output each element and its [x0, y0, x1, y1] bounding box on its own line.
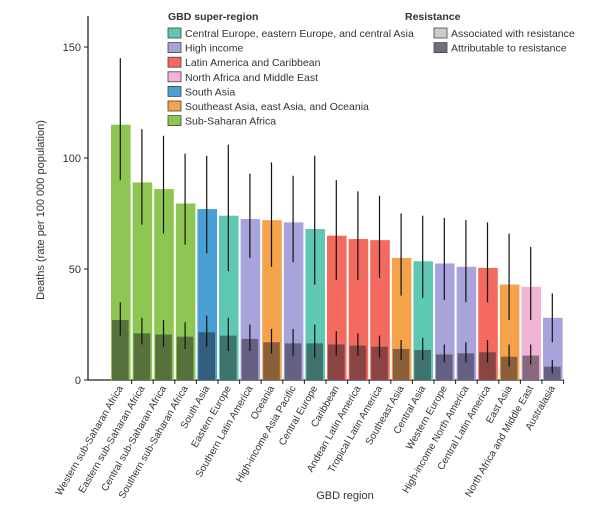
legend-swatch [167, 71, 182, 83]
bar-associated [154, 189, 174, 380]
legend-swatch [167, 56, 182, 68]
y-axis-label: Deaths (rate per 100 000 population) [35, 120, 47, 300]
bar-associated [348, 239, 369, 380]
bar-associated [111, 124, 131, 380]
bar-attributable [220, 335, 237, 380]
legend-title-super-region: GBD super-region [168, 11, 258, 23]
y-tick-label: 0 [75, 375, 81, 387]
legend-swatch [167, 115, 182, 126]
bar-attributable [414, 350, 431, 380]
legend-label: South Asia [185, 86, 235, 98]
bar-associated [499, 284, 520, 380]
bar-associated [327, 235, 347, 380]
bar-attributable [155, 334, 172, 380]
bar-attributable [371, 346, 388, 380]
legend-label: Attributable to resistance [451, 43, 567, 55]
bar-attributable [457, 353, 475, 380]
bar-attributable [500, 356, 518, 380]
bar-associated [305, 229, 325, 380]
bar-associated [283, 222, 304, 380]
legend-swatch [433, 27, 448, 39]
legend-label: Latin America and Caribbean [185, 57, 321, 69]
bar-attributable [522, 355, 539, 380]
legend-swatch [167, 100, 182, 112]
bar-attributable [392, 348, 410, 380]
legend-label: Sub-Saharan Africa [185, 116, 276, 128]
legend-label: North Africa and Middle East [185, 72, 318, 84]
bar-associated [262, 220, 282, 380]
bar-attributable [176, 336, 194, 380]
legend-swatch [167, 86, 182, 97]
bar-associated [456, 266, 477, 380]
bar-attributable [284, 343, 302, 380]
bar-associated [435, 263, 455, 380]
bar-attributable [306, 343, 323, 380]
legend-label: High income [185, 43, 244, 55]
y-tick-label: 50 [69, 264, 81, 276]
legend-swatch [433, 42, 448, 53]
bar-attributable [263, 342, 280, 380]
bar-associated [175, 203, 196, 380]
bar-attributable [133, 333, 151, 380]
bar-attributable [241, 338, 259, 380]
bar-associated [132, 182, 153, 380]
bar-attributable [349, 345, 367, 380]
legend-swatch [167, 42, 182, 53]
bar-associated [370, 240, 390, 380]
legend-label: Associated with resistance [451, 28, 575, 40]
legend-label: Southeast Asia, east Asia, and Oceania [185, 101, 369, 113]
bar-attributable [479, 352, 496, 380]
x-axis-label: GBD region [316, 490, 373, 502]
legend-label: Central Europe, eastern Europe, and cent… [185, 28, 414, 40]
bar-attributable [198, 332, 215, 380]
bar-associated [478, 267, 498, 380]
bar-attributable [112, 320, 129, 380]
bar-attributable [436, 354, 453, 380]
bar-attributable [328, 344, 345, 380]
legend-swatch [167, 27, 182, 39]
legend-title-resistance: Resistance [405, 11, 461, 23]
y-tick-label: 100 [63, 153, 81, 165]
y-tick-label: 150 [63, 42, 81, 54]
bar-associated [543, 317, 563, 380]
